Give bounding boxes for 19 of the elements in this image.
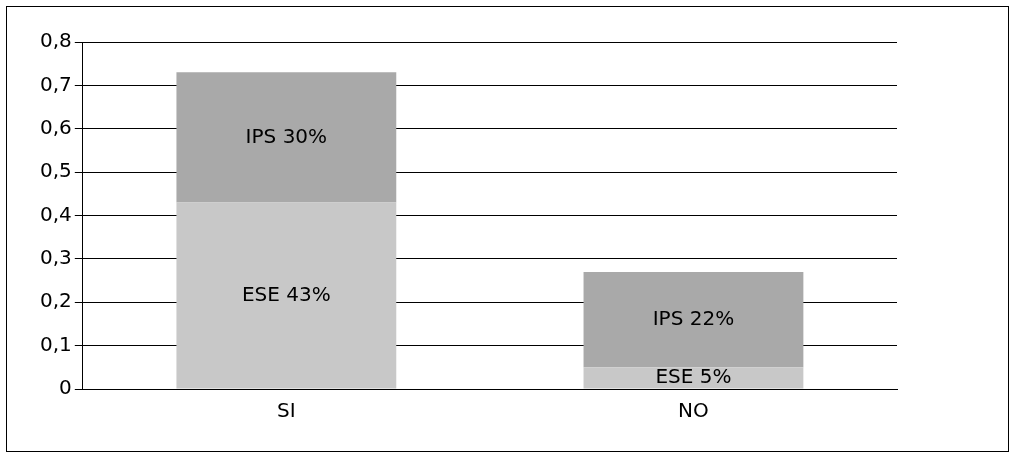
y-tick-label: 0,8 [39, 28, 72, 53]
data-label: ESE 5% [655, 364, 732, 389]
y-tick-label: 0,2 [39, 288, 72, 313]
bar [176, 202, 397, 389]
y-tick-label: 0,4 [39, 201, 72, 226]
x-tick-label: SI [277, 398, 296, 423]
x-tick-label: NO [678, 398, 709, 423]
y-tick-label: 0,7 [39, 71, 72, 96]
y-tick-label: 0,1 [39, 331, 72, 356]
data-label: IPS 22% [652, 305, 735, 330]
bar [176, 72, 397, 203]
data-label: ESE 43% [241, 281, 331, 306]
y-tick-label: 0,6 [39, 114, 72, 139]
data-label: IPS 30% [245, 123, 328, 148]
y-tick-label: 0 [59, 375, 72, 400]
y-tick-label: 0,3 [39, 245, 72, 270]
y-tick-label: 0,5 [39, 158, 72, 183]
bar [583, 367, 804, 389]
bar [583, 271, 804, 368]
